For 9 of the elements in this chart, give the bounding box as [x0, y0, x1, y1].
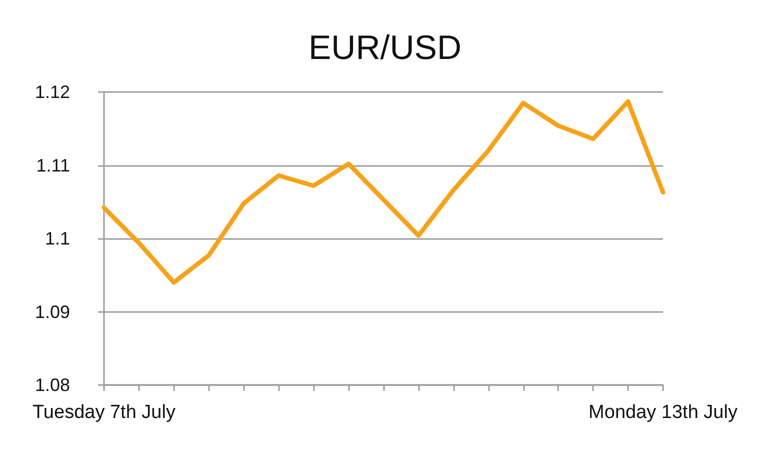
y-tick-label: 1.08 — [34, 375, 70, 395]
chart-title: EUR/USD — [308, 29, 462, 67]
x-tick-label: Monday 13th July — [588, 402, 738, 423]
x-tick-label: Tuesday 7th July — [32, 402, 176, 423]
line-series — [102, 99, 666, 285]
y-tick-label: 1.12 — [34, 82, 70, 102]
y-tick-label: 1.11 — [36, 155, 70, 176]
y-tick-label: 1.09 — [34, 302, 70, 322]
y-tick-label: 1.1 — [44, 228, 70, 248]
